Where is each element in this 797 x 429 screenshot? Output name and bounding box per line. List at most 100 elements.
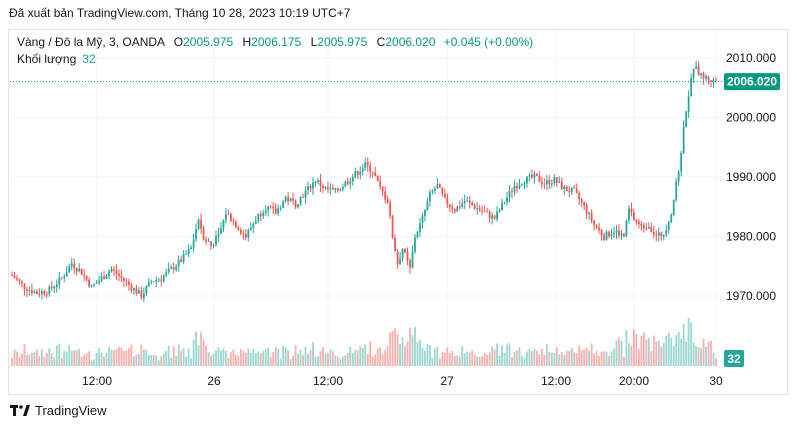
candle <box>100 272 103 283</box>
volume-bar <box>476 356 479 366</box>
volume-bar <box>645 339 648 366</box>
volume-bar <box>712 352 715 366</box>
y-tick-label: 2010.000 <box>726 51 776 65</box>
candle <box>244 228 247 241</box>
candle <box>18 278 21 285</box>
ohlc-legend: Vàng / Đô la Mỹ, 3, OANDA O2005.975 H200… <box>17 35 533 49</box>
candle <box>105 273 108 280</box>
volume-bar <box>361 348 364 366</box>
volume-bar <box>677 332 680 366</box>
candle <box>374 166 377 177</box>
volume-bar <box>292 355 295 366</box>
candle <box>466 196 469 202</box>
volume-bar <box>242 351 245 366</box>
volume-bar <box>274 346 277 366</box>
open-label: O <box>173 35 184 49</box>
volume-bar <box>662 343 665 366</box>
candle <box>13 271 16 279</box>
candle <box>58 271 61 290</box>
volume-bar <box>563 355 566 366</box>
candle <box>21 280 23 288</box>
volume-bar <box>431 358 434 366</box>
candle <box>170 264 173 270</box>
volume-bar <box>501 345 503 366</box>
candle <box>50 281 53 292</box>
publication-info: Đã xuất bản TradingView.com, Tháng 10 28… <box>9 6 351 20</box>
volume-bar <box>371 356 374 366</box>
volume-bar <box>257 351 260 366</box>
volume-bar <box>11 358 13 366</box>
candle <box>237 225 240 231</box>
candle <box>593 219 596 231</box>
volume-bar <box>488 352 491 366</box>
volume-bar <box>421 347 424 366</box>
candle <box>212 243 215 249</box>
volume-bar <box>103 356 105 366</box>
volume-bar <box>608 356 610 366</box>
candle <box>205 236 207 246</box>
candle <box>317 177 319 185</box>
volume-bar <box>185 356 188 366</box>
candle <box>550 179 553 188</box>
candle <box>215 230 217 247</box>
volume-bar <box>667 332 670 366</box>
volume-bar <box>155 355 158 366</box>
volume-bar <box>262 351 265 366</box>
volume-bar <box>329 349 332 366</box>
candle <box>690 73 693 97</box>
volume-bar <box>438 358 441 366</box>
volume-bar <box>456 355 459 366</box>
y-tick-label: 1980.000 <box>726 230 776 244</box>
candle <box>68 263 71 273</box>
volume-bar <box>45 352 48 366</box>
volume-bar <box>538 354 541 366</box>
volume-bar <box>364 344 367 366</box>
volume-bar <box>620 340 623 366</box>
volume-bar <box>436 346 439 366</box>
candle <box>458 200 461 210</box>
candle <box>419 218 421 237</box>
volume-bar <box>429 345 431 366</box>
volume-bar <box>511 357 513 366</box>
footer[interactable]: TradingView <box>10 403 107 418</box>
volume-bar <box>401 337 404 366</box>
candle <box>424 209 426 222</box>
candle <box>558 176 561 184</box>
volume-bar <box>650 351 653 366</box>
candle <box>583 201 586 211</box>
volume-bar <box>481 356 484 366</box>
candle <box>225 207 227 224</box>
candle <box>359 166 362 180</box>
volume-bar <box>234 354 237 366</box>
candle <box>692 68 695 83</box>
volume-bar <box>416 341 419 366</box>
candle <box>299 196 302 206</box>
candle <box>379 175 382 190</box>
volume-bar <box>312 342 314 366</box>
volume-bar <box>463 353 466 366</box>
candle <box>31 283 33 296</box>
candle <box>354 167 357 179</box>
candle <box>535 173 538 177</box>
volume-bar <box>346 352 349 366</box>
candle <box>262 209 265 220</box>
candle <box>274 203 277 215</box>
candle <box>401 248 404 263</box>
volume-bar <box>595 350 598 366</box>
volume-bar <box>252 348 255 366</box>
candle <box>486 207 489 213</box>
x-tick-label: 27 <box>440 374 454 388</box>
volume-bar <box>160 356 163 366</box>
volume-bar <box>26 354 28 366</box>
candle <box>35 289 38 295</box>
candle <box>453 207 456 215</box>
volume-bar <box>90 360 93 366</box>
candle <box>43 289 46 297</box>
candle <box>533 170 536 184</box>
candle <box>334 187 337 193</box>
candle <box>254 216 257 225</box>
volume-bar <box>543 354 546 366</box>
volume-bar <box>73 350 76 366</box>
candle <box>356 170 359 180</box>
